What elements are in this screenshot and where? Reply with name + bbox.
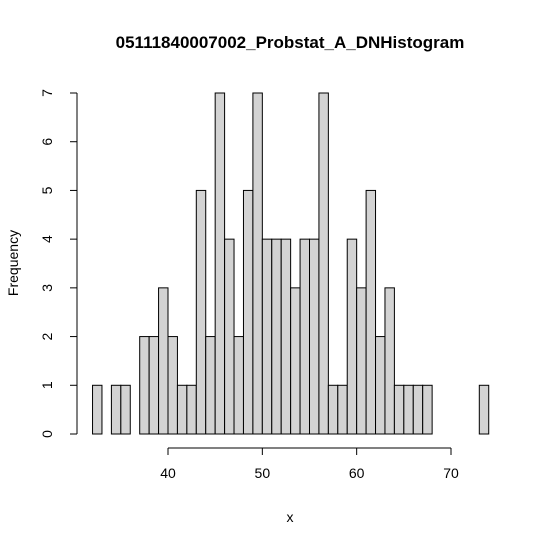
- histogram-bar: [412, 384, 424, 435]
- x-tick-label: 50: [255, 465, 271, 481]
- y-tick-label: 7: [39, 89, 55, 97]
- histogram-bar: [252, 92, 263, 435]
- histogram-bar: [242, 189, 254, 435]
- histogram-bar: [393, 384, 405, 435]
- histogram-bar: [478, 384, 490, 435]
- histogram-bar: [365, 189, 377, 435]
- histogram-bar: [327, 384, 339, 435]
- histogram-bar: [92, 384, 103, 435]
- x-tick-label: 40: [160, 465, 176, 481]
- histogram-bar: [290, 287, 301, 435]
- y-tick-label: 6: [39, 138, 55, 146]
- histogram-bar: [318, 92, 329, 435]
- y-tick-label: 4: [39, 235, 55, 243]
- histogram-bar: [110, 384, 122, 435]
- y-axis-label: Frequency: [5, 230, 21, 296]
- histogram-bar: [309, 238, 320, 435]
- y-tick-label: 5: [39, 186, 55, 194]
- histogram-bar: [299, 238, 311, 435]
- y-tick-label: 3: [39, 284, 55, 292]
- histogram-bar: [186, 384, 197, 435]
- bars-group: [92, 92, 490, 435]
- histogram-bar: [214, 92, 226, 435]
- y-tick-label: 1: [39, 381, 55, 389]
- y-tick-label: 0: [39, 430, 55, 438]
- histogram-bar: [148, 336, 160, 435]
- histogram-bar: [139, 336, 150, 435]
- histogram-bar: [195, 189, 207, 435]
- x-tick-label: 70: [443, 465, 459, 481]
- y-tick-label: 2: [39, 332, 55, 340]
- histogram-bar: [375, 336, 386, 435]
- histogram-bar: [120, 384, 131, 435]
- histogram-bar: [176, 384, 188, 435]
- histogram-bar: [403, 384, 414, 435]
- x-axis: 40 50 60 70: [160, 447, 459, 481]
- histogram-bar: [167, 336, 178, 435]
- histogram-bar: [280, 238, 292, 435]
- histogram-bar: [205, 336, 216, 435]
- histogram-bar: [337, 384, 348, 435]
- histogram-bar: [224, 238, 235, 435]
- histogram-bar: [261, 238, 273, 435]
- histogram-bar: [158, 287, 169, 435]
- histogram-bar: [271, 238, 282, 435]
- x-tick-label: 60: [349, 465, 365, 481]
- chart-title: 05111840007002_Probstat_A_DNHistogram: [116, 33, 465, 52]
- histogram-bar: [356, 287, 367, 435]
- histogram-bar: [346, 238, 358, 435]
- y-axis: 0 1 2 3 4 5 6 7: [39, 89, 78, 438]
- histogram-bar: [384, 287, 395, 435]
- histogram-bar: [422, 384, 433, 435]
- x-axis-label: x: [287, 509, 294, 525]
- histogram-bar: [233, 336, 244, 435]
